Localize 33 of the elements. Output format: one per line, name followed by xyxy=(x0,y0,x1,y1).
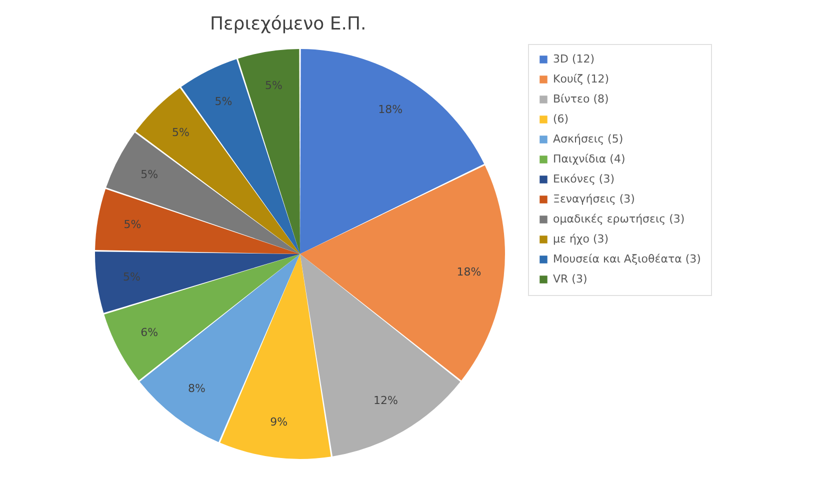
data-label: 5% xyxy=(264,79,282,92)
pie-slice xyxy=(95,252,300,313)
chart-title: Περιεχόμενο Ε.Π. xyxy=(210,14,366,34)
pie-slice xyxy=(220,254,331,459)
legend-label: 3D (12) xyxy=(553,52,595,66)
data-label: 5% xyxy=(122,270,140,284)
pie-slice xyxy=(140,254,300,442)
data-label: 18% xyxy=(456,265,482,278)
legend-label: (6) xyxy=(553,112,569,126)
legend-label: Εικόνες (3) xyxy=(553,172,615,186)
legend-label: VR (3) xyxy=(553,272,588,286)
legend-label: Βίντεο (8) xyxy=(553,92,609,106)
legend-label: Ασκήσεις (5) xyxy=(553,132,624,146)
data-label: 12% xyxy=(374,394,398,407)
data-label: 18% xyxy=(378,102,403,116)
data-label: 9% xyxy=(270,416,288,429)
legend-label: Παιχνίδια (4) xyxy=(553,152,626,166)
data-label: 6% xyxy=(140,326,158,339)
legend-label: Κουίζ (12) xyxy=(553,72,610,86)
legend-label: με ήχο (3) xyxy=(553,232,609,246)
pie-slice xyxy=(95,189,300,254)
legend-label: Μουσεία και Αξιοθέατα (3) xyxy=(553,252,701,266)
pie-slice xyxy=(104,254,300,380)
data-label: 5% xyxy=(172,126,190,139)
legend-label: Ξεναγήσεις (3) xyxy=(553,192,635,206)
data-label: 8% xyxy=(188,382,206,396)
pie-slice xyxy=(300,49,484,254)
pie-slice xyxy=(300,165,505,380)
pie-slice xyxy=(238,49,300,254)
legend-label: ομαδικές ερωτήσεις (3) xyxy=(553,212,685,226)
data-label: 5% xyxy=(140,168,158,182)
data-label: 5% xyxy=(124,218,142,232)
data-label: 5% xyxy=(214,95,232,108)
